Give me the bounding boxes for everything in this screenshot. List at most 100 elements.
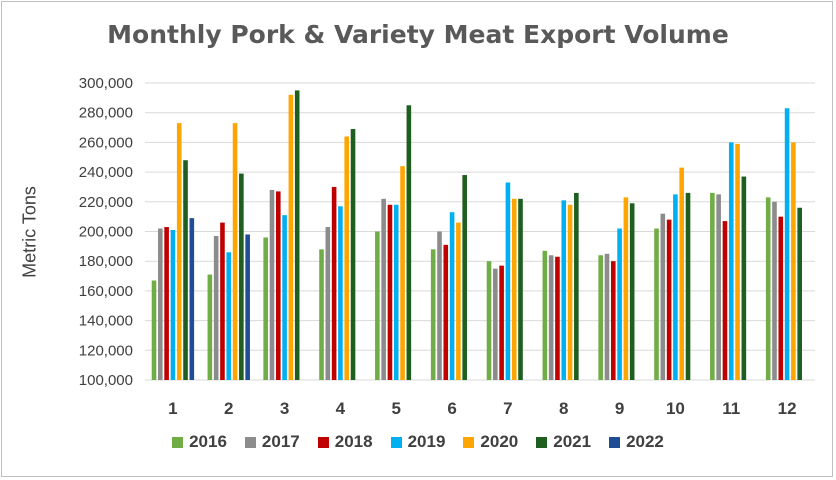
legend-label: 2022 [626, 432, 664, 451]
bar-2017-month-5 [381, 198, 386, 380]
legend-swatch [390, 436, 402, 448]
x-tick-label: 1 [168, 399, 177, 418]
x-tick-label: 4 [336, 399, 346, 418]
bar-2019-month-10 [673, 194, 678, 380]
legend-label: 2021 [553, 432, 592, 451]
bar-2016-month-5 [375, 231, 380, 380]
x-tick-label: 9 [615, 399, 624, 418]
chart-title: Monthly Pork & Variety Meat Export Volum… [107, 20, 729, 49]
bar-2016-month-10 [654, 228, 659, 380]
bar-2017-month-4 [325, 227, 331, 380]
bar-2022-month-1 [189, 218, 195, 380]
legend: 2016 2017 2018 2019 2020 2021 2022 [0, 432, 836, 452]
bar-2017-month-9 [604, 253, 610, 380]
bar-2018-month-4 [331, 186, 337, 380]
bar-2020-month-10 [679, 167, 685, 380]
bar-2016-month-9 [598, 255, 603, 380]
x-tick-label: 6 [447, 399, 456, 418]
x-tick-label: 3 [280, 399, 289, 418]
bar-2017-month-3 [269, 189, 275, 380]
legend-label: 2018 [334, 432, 373, 451]
x-tick-label: 10 [666, 399, 685, 418]
legend-item-2016: 2016 [172, 432, 227, 452]
gridlines [145, 82, 815, 381]
bar-2016-month-6 [430, 249, 436, 380]
bar-2020-month-1 [176, 123, 182, 380]
bar-2018-month-1 [164, 227, 169, 380]
bar-2018-month-2 [220, 222, 225, 380]
bar-2021-month-10 [685, 192, 691, 380]
bar-2016-month-12 [765, 197, 771, 380]
legend-item-2021: 2021 [536, 432, 591, 452]
legend-swatch [463, 436, 475, 448]
bar-2016-month-4 [319, 249, 324, 380]
bar-2019-month-7 [505, 182, 511, 380]
bar-2020-month-4 [344, 136, 350, 380]
bar-2021-month-8 [574, 192, 579, 380]
bar-2018-month-3 [275, 191, 281, 380]
bar-2019-month-5 [393, 204, 399, 380]
legend-swatch [609, 436, 621, 448]
bar-2017-month-1 [158, 228, 163, 380]
bar-2021-month-12 [797, 207, 802, 380]
bar-2020-month-5 [400, 166, 405, 380]
legend-swatch [317, 436, 329, 448]
bar-2021-month-6 [462, 175, 467, 380]
bar-2019-month-9 [617, 228, 622, 380]
y-tick-label: 220,000 [79, 194, 133, 211]
bar-2020-month-3 [288, 94, 294, 380]
y-tick-label: 140,000 [79, 313, 133, 330]
bar-2021-month-2 [239, 173, 244, 380]
bar-2018-month-9 [610, 261, 616, 380]
legend-item-2018: 2018 [317, 432, 373, 452]
bar-2020-month-8 [567, 204, 573, 380]
bar-2017-month-10 [660, 213, 666, 380]
legend-swatch [172, 436, 184, 448]
bar-2021-month-4 [350, 129, 356, 380]
x-tick-label: 8 [559, 399, 568, 418]
bar-2018-month-11 [722, 221, 728, 380]
bar-2016-month-3 [263, 237, 268, 380]
bar-2017-month-8 [548, 255, 554, 380]
y-tick-label: 260,000 [79, 134, 133, 151]
bar-2018-month-10 [666, 219, 672, 380]
y-tick-label: 100,000 [79, 372, 133, 389]
bar-2022-month-2 [245, 234, 250, 380]
legend-label: 2019 [407, 432, 446, 451]
y-tick-labels: 100,000 120,000 140,000 160,000 180,000 200,0… [79, 75, 133, 389]
bar-2020-month-6 [456, 222, 461, 380]
x-tick-label: 12 [778, 399, 797, 418]
x-tick-labels: 1 2 3 4 5 6 7 8 9 10 11 12 [168, 399, 796, 418]
bar-2018-month-8 [555, 256, 560, 380]
bar-2021-month-5 [406, 105, 412, 381]
legend-item-2020: 2020 [463, 432, 518, 452]
bar-2020-month-7 [511, 198, 517, 380]
legend-label: 2020 [480, 432, 519, 451]
bar-2020-month-2 [232, 123, 238, 380]
bar-2020-month-11 [735, 143, 740, 380]
bar-2018-month-6 [443, 244, 449, 380]
legend-item-2019: 2019 [390, 432, 446, 452]
y-tick-label: 300,000 [79, 75, 133, 92]
bars [151, 90, 802, 381]
bar-2016-month-2 [207, 274, 213, 380]
bar-2017-month-6 [437, 231, 442, 380]
bar-2019-month-6 [449, 212, 455, 380]
bar-2019-month-11 [728, 142, 734, 380]
bar-2021-month-7 [518, 198, 523, 380]
bar-2019-month-8 [561, 200, 567, 380]
x-tick-label: 7 [503, 399, 512, 418]
y-tick-label: 200,000 [79, 224, 133, 241]
bar-2018-month-7 [499, 265, 504, 380]
y-tick-label: 280,000 [79, 105, 133, 122]
bar-2021-month-11 [741, 176, 747, 380]
bar-2020-month-9 [623, 197, 629, 380]
bar-2019-month-4 [338, 206, 343, 380]
bar-2018-month-5 [387, 204, 393, 380]
y-tick-label: 120,000 [79, 342, 133, 359]
x-tick-label: 5 [392, 399, 401, 418]
legend-item-2017: 2017 [244, 432, 300, 452]
legend-swatch [244, 436, 256, 448]
bar-2020-month-12 [791, 142, 796, 380]
